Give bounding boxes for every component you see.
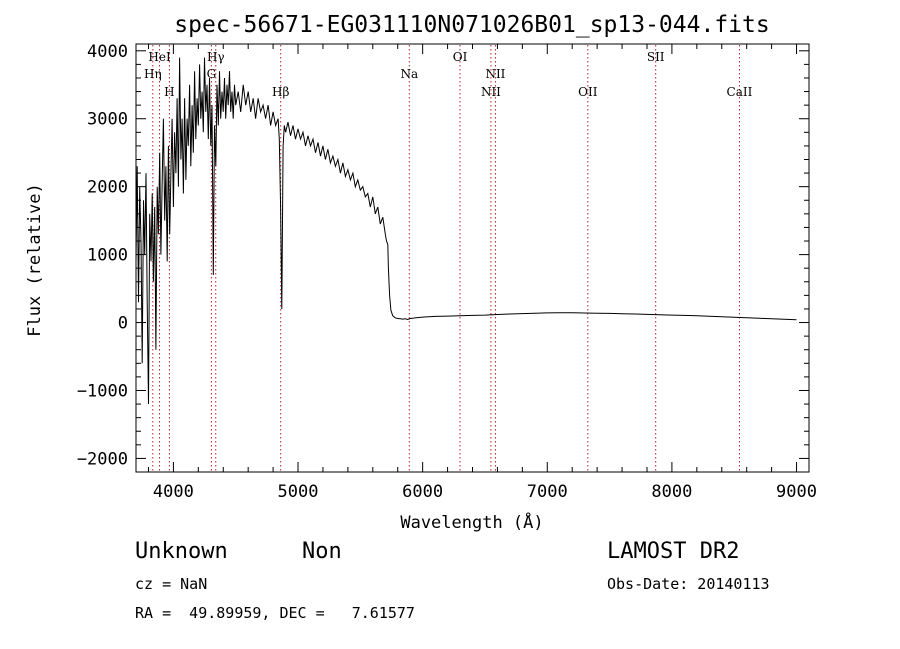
subclass-label: Non: [302, 539, 342, 564]
y-tick-label: 4000: [87, 42, 128, 62]
y-axis-label: Flux (relative): [25, 183, 45, 337]
x-axis-label: Wavelength (Å): [400, 511, 543, 533]
y-tick-label: 2000: [87, 178, 128, 198]
line-marker-label: Hγ: [207, 50, 225, 64]
line-marker-label: Hη: [144, 67, 162, 81]
line-marker-label: Hβ: [272, 85, 289, 99]
x-tick-label: 4000: [153, 482, 194, 502]
line-marker-label: OI: [453, 50, 468, 64]
line-marker-label: Na: [400, 67, 418, 81]
y-tick-label: −2000: [77, 449, 128, 469]
survey-label: LAMOST DR2: [607, 539, 740, 564]
line-marker-label: CaII: [727, 85, 753, 99]
x-tick-label: 6000: [402, 482, 443, 502]
line-marker-label: NII: [481, 85, 501, 99]
line-marker-label: NII: [485, 67, 505, 81]
spectrum-line: [135, 57, 797, 405]
axis-ticks: 4000 5000 6000 7000 8000 9000 −2000 −1000 0 1000 2…: [77, 42, 817, 502]
y-tick-label: 3000: [87, 110, 128, 130]
class-label: Unknown: [135, 539, 228, 564]
line-marker-label: SII: [647, 50, 665, 64]
y-tick-label: −1000: [77, 381, 128, 401]
chart-title: spec-56671-EG031110N071026B01_sp13-044.f…: [174, 12, 769, 38]
x-tick-label: 7000: [527, 482, 568, 502]
line-marker-label: HeI: [148, 50, 171, 64]
line-marker-label: H: [164, 85, 174, 99]
plot-frame: [135, 43, 810, 473]
line-markers: HeI HηH Hγ G Hβ Na OI NII NII OII SII CaII: [144, 45, 753, 471]
y-tick-label: 1000: [87, 246, 128, 266]
x-tick-label: 5000: [278, 482, 319, 502]
y-tick-label: 0: [118, 314, 128, 334]
x-tick-label: 8000: [651, 482, 692, 502]
coordinates: RA = 49.89959, DEC = 7.61577: [135, 604, 415, 622]
line-marker-label: G: [207, 67, 217, 81]
obs-date: Obs-Date: 20140113: [607, 575, 770, 593]
spectrum-chart: spec-56671-EG031110N071026B01_sp13-044.f…: [25, 12, 817, 533]
line-marker-label: OII: [578, 85, 598, 99]
x-tick-label: 9000: [776, 482, 817, 502]
cz-value: cz = NaN: [135, 575, 208, 593]
